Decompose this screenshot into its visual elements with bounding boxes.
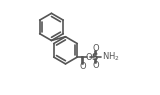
Text: O: O [92, 44, 99, 53]
Text: O: O [92, 61, 99, 70]
Text: NH$_2$: NH$_2$ [102, 51, 120, 63]
Text: O: O [85, 53, 92, 62]
Text: O: O [79, 62, 86, 71]
Text: S: S [92, 53, 98, 62]
